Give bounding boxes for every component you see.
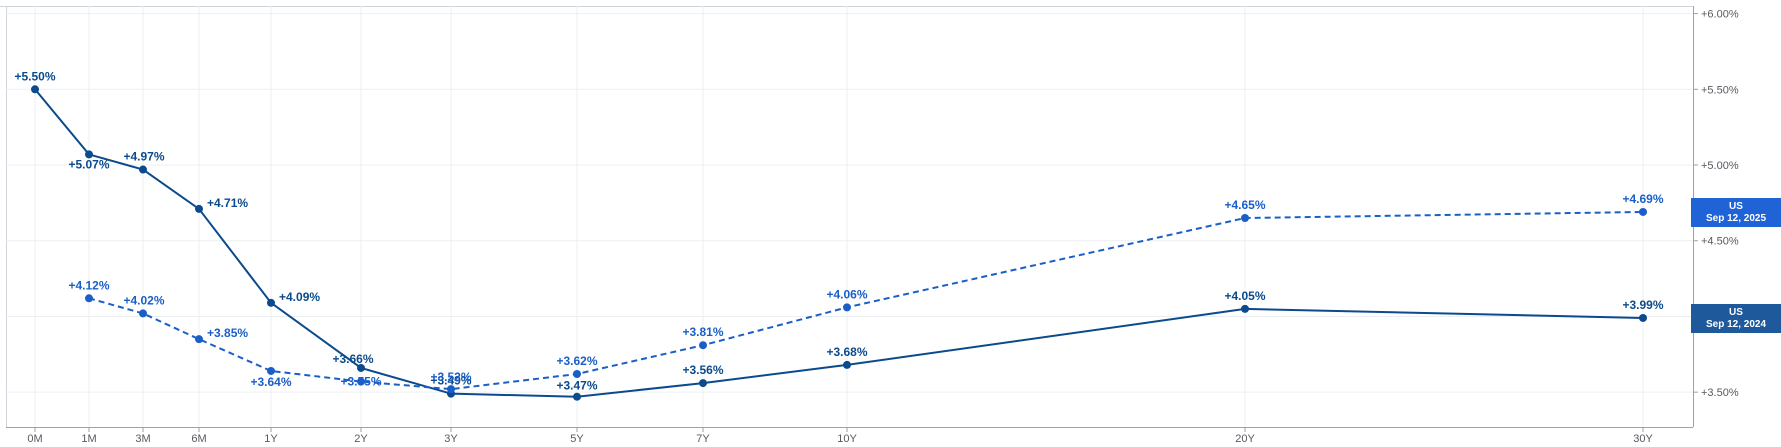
data-label-2025-3y: +3.52% xyxy=(430,370,471,384)
series-line-2024 xyxy=(34,88,1644,398)
series-2024: +5.50% +5.07% +4.97% +4.71% +4.09% +3.66% +3.4… xyxy=(14,69,1664,401)
point-2024-10y[interactable] xyxy=(843,360,851,369)
y-tick-label-3: +5.00% xyxy=(1701,160,1739,172)
point-2024-6m[interactable] xyxy=(195,204,203,213)
series-tag-2024-line1: US xyxy=(1729,306,1743,318)
point-2025-1y[interactable] xyxy=(267,366,275,375)
series-tag-2025: US Sep 12, 2025 xyxy=(1691,197,1781,227)
point-2024-20y[interactable] xyxy=(1241,304,1249,313)
data-label-2024-2y: +3.66% xyxy=(332,352,373,366)
data-label-2024-30y: +3.99% xyxy=(1622,298,1663,312)
point-2024-30y[interactable] xyxy=(1639,313,1647,322)
data-label-2025-3m: +4.02% xyxy=(123,293,164,307)
data-label-2024-20y: +4.05% xyxy=(1224,289,1265,303)
series-tag-2024: US Sep 12, 2024 xyxy=(1691,303,1781,333)
data-label-2025-7y: +3.81% xyxy=(682,325,723,339)
point-2024-1m[interactable] xyxy=(85,150,93,159)
data-label-2024-1y: +4.09% xyxy=(279,290,320,304)
data-label-2024-5y: +3.47% xyxy=(556,379,597,393)
x-tick-label-10y: 10Y xyxy=(837,433,857,445)
data-label-2024-10y: +3.68% xyxy=(826,345,867,359)
series-tag-2025-line2: Sep 12, 2025 xyxy=(1705,212,1767,224)
x-tick-label-1y: 1Y xyxy=(264,433,278,445)
point-2024-1y[interactable] xyxy=(267,298,275,307)
x-tick-label-6m: 6M xyxy=(191,433,206,445)
point-2025-20y[interactable] xyxy=(1241,214,1249,223)
point-2025-6m[interactable] xyxy=(195,335,203,344)
data-label-2024-3y: +3.49% xyxy=(430,374,471,388)
data-label-2024-0m: +5.50% xyxy=(14,69,55,83)
y-tick-label-0: +3.50% xyxy=(1701,387,1739,399)
data-label-2024-6m: +4.71% xyxy=(207,196,248,210)
point-2024-5y[interactable] xyxy=(573,392,581,401)
x-tick-label-0m: 0M xyxy=(27,433,42,445)
data-label-2025-5y: +3.62% xyxy=(556,354,597,368)
series-tag-2025-line1: US xyxy=(1729,200,1743,212)
series-tag-2024-line2: Sep 12, 2024 xyxy=(1705,318,1767,330)
x-tick-label-3m: 3M xyxy=(135,433,150,445)
point-2025-2y[interactable] xyxy=(357,377,365,386)
point-2024-0m[interactable] xyxy=(31,85,39,94)
x-tick-label-1m: 1M xyxy=(81,433,96,445)
point-2024-2y[interactable] xyxy=(357,363,365,372)
point-2024-3m[interactable] xyxy=(139,165,147,174)
y-tick-label-4: +5.50% xyxy=(1701,84,1739,96)
point-2025-7y[interactable] xyxy=(699,341,707,350)
point-2025-1m[interactable] xyxy=(85,294,93,303)
point-2025-30y[interactable] xyxy=(1639,207,1647,216)
data-label-2025-6m: +3.85% xyxy=(207,326,248,340)
x-axis-ticks: 0M 1M 3M 6M 1Y 2Y 3Y 5Y 7Y 10Y 20Y 30Y xyxy=(27,427,1653,445)
x-tick-label-3y: 3Y xyxy=(444,433,458,445)
data-label-2024-7y: +3.56% xyxy=(682,363,723,377)
data-label-2025-1m: +4.12% xyxy=(68,278,109,292)
x-tick-label-30y: 30Y xyxy=(1633,433,1653,445)
y-tick-label-5: +6.00% xyxy=(1701,9,1739,21)
data-label-2025-1y: +3.64% xyxy=(250,375,291,389)
series-2025: +4.12% +4.02% +3.85% +3.64% +3.55% +3.52% +3.6… xyxy=(68,192,1664,394)
data-label-2024-3m: +4.97% xyxy=(123,150,164,164)
data-label-2025-10y: +4.06% xyxy=(826,287,867,301)
point-2025-3m[interactable] xyxy=(139,309,147,318)
x-tick-label-2y: 2Y xyxy=(354,433,368,445)
point-2025-3y[interactable] xyxy=(447,385,455,394)
x-tick-label-20y: 20Y xyxy=(1235,433,1255,445)
point-2024-7y[interactable] xyxy=(699,379,707,388)
data-label-2025-2y: +3.55% xyxy=(340,375,381,389)
point-2025-10y[interactable] xyxy=(843,303,851,312)
x-tick-label-5y: 5Y xyxy=(570,433,584,445)
data-label-2025-20y: +4.65% xyxy=(1224,198,1265,212)
y-tick-label-2: +4.50% xyxy=(1701,236,1739,248)
series-layer: +5.50% +5.07% +4.97% +4.71% +4.09% +3.66% +3.4… xyxy=(14,69,1664,401)
data-label-2025-30y: +4.69% xyxy=(1622,192,1663,206)
x-tick-label-7y: 7Y xyxy=(696,433,710,445)
data-label-2024-1m: +5.07% xyxy=(68,157,109,171)
point-2025-5y[interactable] xyxy=(573,369,581,378)
